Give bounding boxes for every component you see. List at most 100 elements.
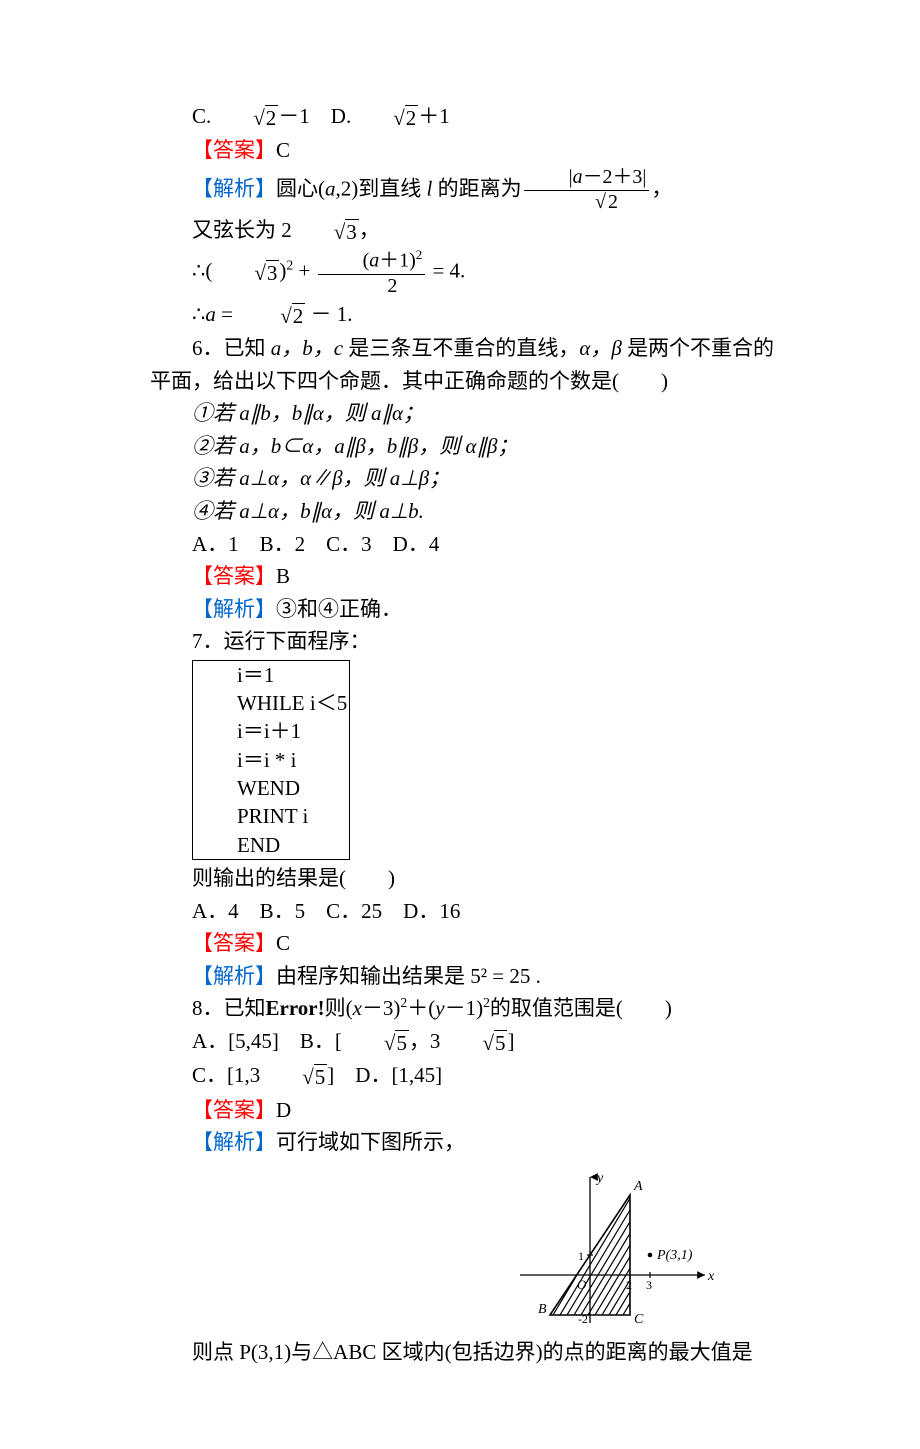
q5-answer: 【答案】C bbox=[150, 134, 920, 167]
n2: a bbox=[573, 166, 583, 188]
e1c: + bbox=[293, 259, 315, 283]
a1: a bbox=[325, 176, 336, 200]
q8err: Error! bbox=[266, 996, 325, 1020]
prog-l7: END bbox=[195, 831, 347, 859]
d1: √2 bbox=[595, 190, 620, 213]
al7: 【答案】 bbox=[192, 931, 276, 955]
el8: 【解析】 bbox=[192, 1130, 276, 1154]
e1s: √3 bbox=[212, 257, 279, 290]
q8-expl: 【解析】可行域如下图所示， bbox=[150, 1126, 920, 1159]
e2b: a bbox=[205, 302, 216, 326]
obs2: √5 bbox=[440, 1027, 507, 1060]
program-box: i＝1 WHILE i＜5 i＝i＋1 i＝i * i WEND PRINT i… bbox=[192, 660, 350, 860]
dist-frac: |a－2＋3|√2 bbox=[524, 167, 650, 214]
oa: A．[5,45] B．[ bbox=[192, 1029, 342, 1053]
c1: 又弦长为 2 bbox=[192, 218, 292, 242]
q8-stem: 8．已知Error!则(x－3)2＋(y－1)2的取值范围是( ) bbox=[150, 992, 920, 1025]
P-label: P(3,1) bbox=[656, 1248, 693, 1263]
prog-l3: i＝i＋1 bbox=[195, 717, 347, 745]
e1r: 3 bbox=[266, 260, 280, 285]
q5-options-cd: C.√2－1 D.√2＋1 bbox=[150, 100, 920, 134]
opt-d-label: D. bbox=[331, 104, 351, 128]
cr: 3 bbox=[345, 219, 359, 244]
obm: ，3 bbox=[409, 1029, 441, 1053]
opt-c-sqrt: √2 bbox=[211, 102, 278, 135]
fn3: ＋1) bbox=[379, 250, 416, 272]
opt-d-sqrt: √2 bbox=[351, 102, 418, 135]
oct: ] D．[1,45] bbox=[327, 1063, 442, 1087]
q8-opts-cd: C．[1,3√5] D．[1,45] bbox=[150, 1059, 920, 1093]
q8-opts-ab: A．[5,45] B．[√5，3√5] bbox=[150, 1025, 920, 1059]
feasible-region-svg: y x O A B C P(3,1) 2 3 1 -2 bbox=[500, 1165, 720, 1325]
q8-tail: 则点 P(3,1)与△ABC 区域内(包括边界)的点的距离的最大值是 bbox=[150, 1336, 920, 1369]
q7-stem: 7．运行下面程序： bbox=[150, 625, 920, 658]
al8: 【答案】 bbox=[192, 1098, 276, 1122]
q8y: y bbox=[435, 996, 444, 1020]
et6: ③和④正确． bbox=[276, 597, 402, 621]
tick-2: 2 bbox=[626, 1278, 632, 1292]
q8s2: 2 bbox=[483, 995, 490, 1010]
al6: 【答案】 bbox=[192, 564, 276, 588]
c2: ， bbox=[359, 218, 380, 242]
ocp: C．[1,3 bbox=[192, 1063, 260, 1087]
B-label: B bbox=[538, 1302, 547, 1317]
tick-3: 3 bbox=[646, 1278, 652, 1292]
q7-after: 则输出的结果是( ) bbox=[150, 862, 920, 895]
av7: C bbox=[276, 931, 290, 955]
n3: －2＋3| bbox=[583, 166, 647, 188]
prog-l4: i＝i * i bbox=[195, 746, 347, 774]
el7: 【解析】 bbox=[192, 964, 276, 988]
q8a: 8．已知 bbox=[192, 996, 266, 1020]
q5-answer-val: C bbox=[276, 138, 290, 162]
ocs: √5 bbox=[260, 1061, 327, 1094]
obr1: 5 bbox=[395, 1030, 409, 1055]
s1: 6．已知 bbox=[192, 336, 271, 360]
obr2: 5 bbox=[494, 1030, 508, 1055]
q6-p4: ④若 a⊥α，b∥α，则 a⊥b. bbox=[150, 495, 920, 528]
q8b: 则( bbox=[325, 996, 353, 1020]
opt-c-label: C. bbox=[192, 104, 211, 128]
t4: ， bbox=[651, 176, 672, 200]
e2c: = bbox=[216, 302, 238, 326]
q6-expl: 【解析】③和④正确． bbox=[150, 593, 920, 626]
prog-l1: i＝1 bbox=[195, 661, 347, 689]
q5-eq2: ∴a = √2 － 1. bbox=[150, 298, 920, 332]
q6-stem2: 平面，给出以下四个命题．其中正确命题的个数是( ) bbox=[150, 365, 920, 398]
q5-eq1: ∴(√3)2 + (a＋1)22 = 4. bbox=[150, 248, 920, 298]
d1r: 2 bbox=[606, 190, 620, 213]
c-sqrt: √3 bbox=[292, 216, 359, 249]
fns: 2 bbox=[416, 247, 422, 262]
fn2: a bbox=[369, 250, 379, 272]
t2: ,2)到直线 bbox=[336, 176, 427, 200]
et8: 可行域如下图所示， bbox=[276, 1130, 465, 1154]
q6-p3: ③若 a⊥α，α∥β，则 a⊥β； bbox=[150, 462, 920, 495]
e2r: 2 bbox=[292, 303, 306, 328]
q8-answer: 【答案】D bbox=[150, 1094, 920, 1127]
prog-l5: WEND bbox=[195, 774, 347, 802]
q6-options: A．1 B．2 C．3 D．4 bbox=[150, 528, 920, 561]
obs1: √5 bbox=[342, 1027, 409, 1060]
opt-c-post: －1 bbox=[278, 104, 310, 128]
opt-d-rad: 2 bbox=[405, 105, 419, 130]
q8c: －3) bbox=[362, 996, 401, 1020]
tick-1y: 1 bbox=[578, 1249, 584, 1263]
q8x: x bbox=[353, 996, 362, 1020]
q6-p1: ①若 a∥b，b∥α，则 a∥α； bbox=[150, 397, 920, 430]
s2: a，b，c bbox=[271, 336, 343, 360]
q8f: 的取值范围是( ) bbox=[490, 996, 672, 1020]
C-label: C bbox=[634, 1312, 644, 1325]
q6-stem1: 6．已知 a，b，c 是三条互不重合的直线，α，β 是两个不重合的 bbox=[150, 332, 920, 365]
e2d: － 1. bbox=[305, 302, 352, 326]
obp: ] bbox=[507, 1029, 514, 1053]
e2a: ∴ bbox=[192, 302, 205, 326]
tick-n2: -2 bbox=[578, 1312, 588, 1325]
y-axis-label: y bbox=[595, 1171, 604, 1186]
x-axis-label: x bbox=[707, 1269, 715, 1284]
q6-answer: 【答案】B bbox=[150, 560, 920, 593]
e1f: (a＋1)22 bbox=[318, 248, 426, 298]
el6: 【解析】 bbox=[192, 597, 276, 621]
fd: 2 bbox=[318, 274, 426, 298]
s4: α，β bbox=[579, 336, 621, 360]
e1d: = 4. bbox=[427, 259, 465, 283]
t1: 圆心( bbox=[276, 176, 325, 200]
